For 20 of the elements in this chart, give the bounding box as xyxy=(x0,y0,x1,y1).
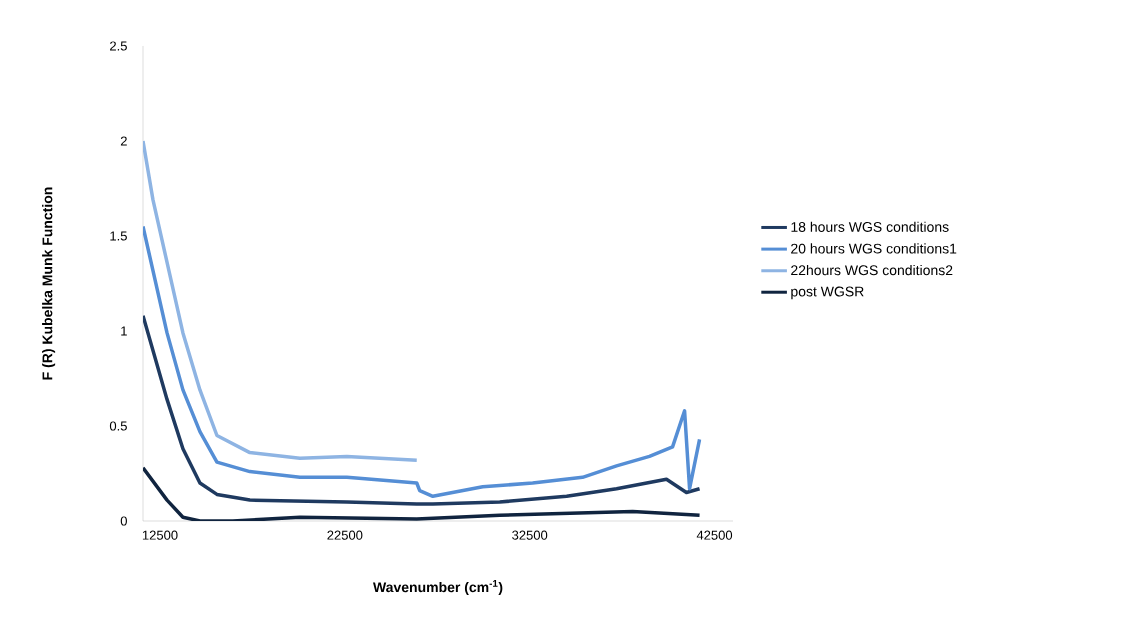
y-tick-label: 1.5 xyxy=(110,231,127,241)
y-tick-label: 0 xyxy=(120,516,127,526)
y-tick-label: 2 xyxy=(120,136,127,146)
x-tick-label: 32500 xyxy=(512,530,548,540)
x-axis-title: Wavenumber (cm$^{-1}$) xyxy=(372,580,503,595)
x-tick-label: 12500 xyxy=(142,530,178,540)
legend-label: 20 hours WGS conditions1 xyxy=(791,243,957,254)
y-tick-label: 0.5 xyxy=(109,421,127,431)
line-series xyxy=(143,314,702,506)
line-series xyxy=(143,224,702,499)
legend-label: 22hours WGS conditions2 xyxy=(791,264,953,276)
x-tick-label: 42500 xyxy=(696,530,733,540)
y-tick-label: 1 xyxy=(121,326,127,336)
x-tick-label: 22500 xyxy=(327,530,363,540)
legend-label: 18 hours WGS conditions xyxy=(791,221,949,232)
line-series xyxy=(143,466,702,521)
y-tick-label: 2.5 xyxy=(110,41,127,51)
line-series xyxy=(143,139,419,462)
legend-label: post WGSR xyxy=(791,286,864,300)
y-axis-title: F (R) Kubelka Munk Function xyxy=(42,187,56,380)
